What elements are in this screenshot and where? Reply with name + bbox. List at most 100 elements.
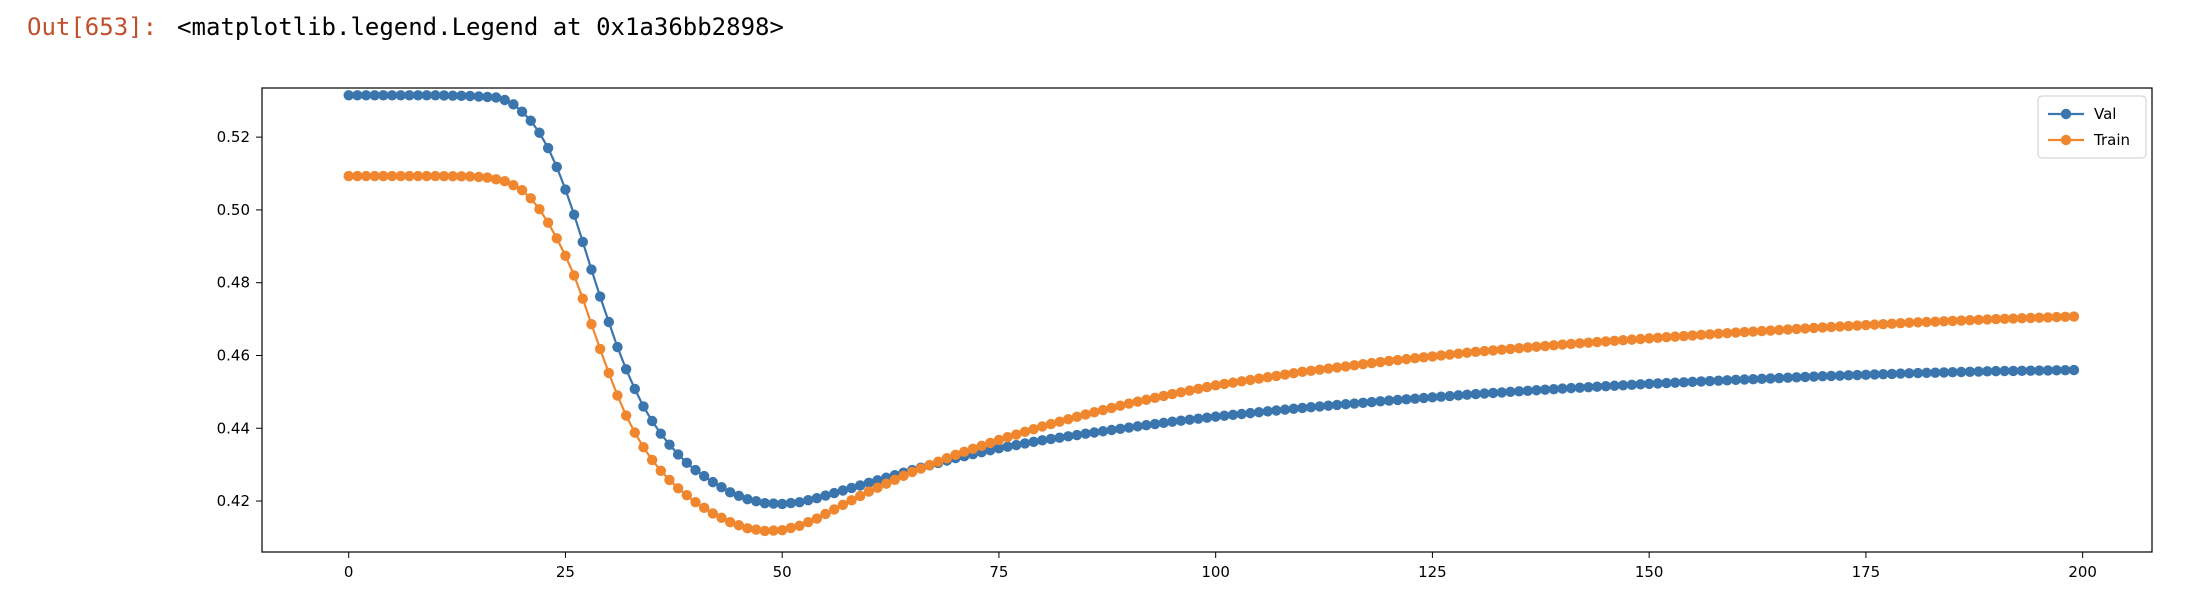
data-point — [603, 316, 614, 328]
y-tick-label: 0.42 — [217, 492, 250, 510]
series-train — [343, 170, 2080, 537]
data-point — [1930, 367, 1941, 378]
data-point — [1279, 404, 1291, 415]
data-point — [794, 520, 805, 531]
data-point — [352, 170, 363, 182]
series-layer — [343, 90, 2080, 537]
data-point — [1513, 343, 1525, 354]
data-point — [837, 485, 849, 496]
data-point — [881, 478, 892, 489]
data-point — [1236, 376, 1247, 387]
data-point — [1461, 389, 1473, 400]
data-point — [1097, 404, 1109, 416]
data-point — [1149, 418, 1161, 430]
data-point — [950, 449, 961, 461]
data-point — [1539, 340, 1551, 352]
data-point — [1730, 327, 1742, 338]
x-tick-label: 75 — [989, 563, 1008, 581]
data-point — [907, 466, 918, 478]
y-tick-label: 0.52 — [217, 128, 250, 146]
data-point — [447, 171, 458, 182]
data-point — [534, 203, 545, 215]
data-point — [1245, 407, 1256, 419]
data-point — [482, 172, 493, 183]
data-point — [863, 477, 875, 489]
data-point — [681, 457, 693, 469]
data-point — [1626, 379, 1638, 391]
x-tick-label: 200 — [2068, 563, 2097, 581]
legend-marker — [2060, 108, 2072, 120]
data-point — [2008, 313, 2019, 324]
x-tick-label: 100 — [1201, 563, 1230, 581]
data-point — [1288, 403, 1299, 414]
data-point — [829, 487, 840, 499]
data-point — [1852, 369, 1863, 381]
data-point — [499, 94, 510, 106]
data-point — [447, 90, 458, 101]
data-point — [698, 502, 710, 513]
data-point — [1123, 398, 1135, 409]
data-point — [655, 465, 667, 477]
data-point — [1982, 366, 1993, 377]
data-point — [1487, 345, 1499, 356]
data-point — [1791, 323, 1802, 335]
data-point — [855, 480, 866, 491]
y-tick-label: 0.48 — [217, 274, 250, 292]
data-point — [664, 439, 675, 450]
data-point — [1800, 371, 1811, 383]
data-point — [1383, 395, 1395, 406]
data-point — [1869, 319, 1880, 330]
data-point — [1574, 338, 1586, 349]
data-point — [898, 470, 909, 482]
data-point — [1548, 383, 1559, 395]
data-point — [1999, 313, 2010, 325]
data-point — [985, 445, 996, 456]
data-point — [1227, 377, 1239, 388]
data-point — [404, 170, 415, 182]
data-point — [343, 170, 354, 182]
data-point — [1453, 348, 1464, 359]
data-point — [1695, 329, 1707, 341]
data-point — [768, 525, 779, 536]
data-point — [1791, 372, 1802, 383]
data-point — [1253, 373, 1265, 384]
data-point — [1999, 365, 2010, 377]
output-prompt: Out[653]: — [27, 13, 158, 41]
data-point — [1045, 433, 1057, 445]
data-point — [1262, 372, 1273, 383]
data-point — [1115, 423, 1126, 434]
data-point — [733, 490, 745, 501]
data-point — [724, 516, 736, 528]
data-point — [1800, 323, 1811, 334]
data-point — [343, 90, 354, 101]
data-point — [1184, 414, 1195, 425]
data-point — [959, 446, 970, 458]
plot-background — [262, 88, 2152, 552]
data-point — [1574, 382, 1586, 393]
data-point — [1115, 400, 1126, 411]
data-point — [1982, 314, 1993, 325]
data-point — [1453, 390, 1464, 401]
data-point — [1765, 325, 1776, 336]
y-tick-label: 0.50 — [217, 201, 250, 219]
data-point — [1834, 370, 1846, 381]
data-point — [508, 99, 519, 110]
data-point — [1184, 385, 1195, 396]
data-point — [776, 524, 788, 536]
data-point — [421, 170, 432, 182]
data-point — [490, 174, 502, 185]
data-point — [629, 383, 640, 395]
data-point — [1227, 409, 1239, 421]
data-point — [941, 453, 953, 464]
data-point — [594, 291, 606, 302]
data-point — [2068, 311, 2080, 322]
data-point — [863, 486, 875, 497]
data-point — [1470, 388, 1481, 400]
data-point — [1305, 365, 1317, 376]
data-point — [1357, 359, 1369, 370]
y-tick-label: 0.46 — [217, 346, 250, 364]
data-point — [785, 522, 797, 534]
data-point — [1435, 350, 1447, 361]
x-tick-label: 25 — [556, 563, 575, 581]
data-point — [1704, 375, 1716, 387]
